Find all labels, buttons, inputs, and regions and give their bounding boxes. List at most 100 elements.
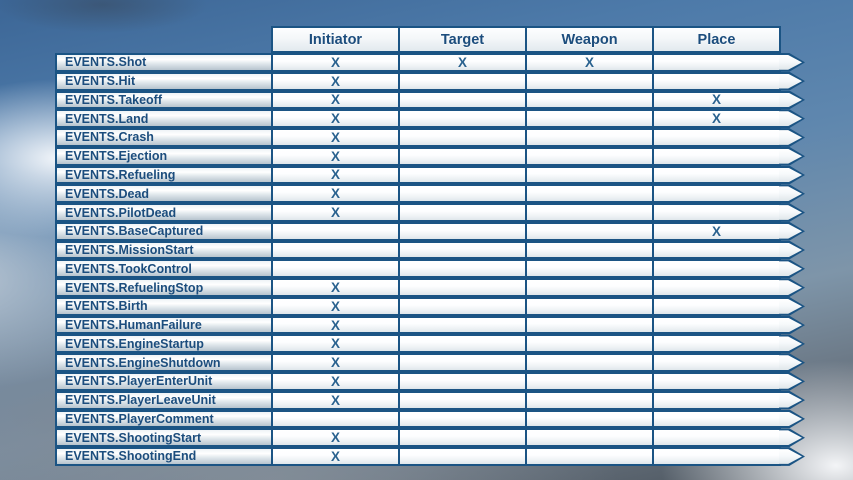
cell-place	[652, 165, 781, 185]
cell-place: X	[652, 221, 781, 241]
cell-target	[398, 165, 527, 185]
cell-initiator	[271, 409, 400, 429]
table-row: EVENTS.Hit X	[55, 71, 805, 91]
table-row: EVENTS.Dead X	[55, 184, 805, 204]
row-label: EVENTS.ShootingStart	[55, 428, 273, 448]
row-arrow-fill	[779, 111, 802, 127]
cell-place	[652, 315, 781, 335]
row-arrow-icon	[779, 259, 805, 279]
row-label: EVENTS.Birth	[55, 296, 273, 316]
row-arrow-icon	[779, 71, 805, 91]
cell-weapon	[525, 184, 654, 204]
cell-weapon	[525, 165, 654, 185]
row-label: EVENTS.EngineShutdown	[55, 353, 273, 373]
table-row: EVENTS.Birth X	[55, 296, 805, 316]
row-label: EVENTS.EngineStartup	[55, 334, 273, 354]
cell-initiator: X	[271, 90, 400, 110]
cell-weapon	[525, 109, 654, 129]
cell-weapon	[525, 390, 654, 410]
row-arrow-icon	[779, 334, 805, 354]
row-arrow-icon	[779, 90, 805, 110]
cell-weapon: X	[525, 53, 654, 72]
row-arrow-icon	[779, 315, 805, 335]
cell-weapon	[525, 315, 654, 335]
row-arrow-fill	[779, 92, 802, 108]
table-row: EVENTS.PlayerLeaveUnit X	[55, 390, 805, 410]
cell-weapon	[525, 428, 654, 448]
cell-place: X	[652, 90, 781, 110]
row-arrow-fill	[779, 392, 802, 408]
cell-target	[398, 372, 527, 391]
cell-place	[652, 296, 781, 316]
cell-initiator: X	[271, 278, 400, 297]
cell-initiator: X	[271, 109, 400, 129]
cell-weapon	[525, 334, 654, 354]
row-arrow-fill	[779, 261, 802, 277]
cell-initiator: X	[271, 71, 400, 91]
table-rows: EVENTS.Shot X X X EVENTS.Hit X EVENTS.Takeoff X…	[55, 53, 805, 466]
table-row: EVENTS.Land X X	[55, 109, 805, 129]
table-row: EVENTS.BaseCaptured X	[55, 221, 805, 241]
column-header-weapon: Weapon	[525, 26, 654, 53]
table-row: EVENTS.Takeoff X X	[55, 90, 805, 110]
row-arrow-fill	[779, 374, 802, 389]
cell-place	[652, 71, 781, 91]
cell-target	[398, 296, 527, 316]
cell-target	[398, 409, 527, 429]
cell-target	[398, 390, 527, 410]
cell-target	[398, 146, 527, 166]
row-arrow-fill	[779, 317, 802, 333]
row-label: EVENTS.TookControl	[55, 259, 273, 279]
table-row: EVENTS.PilotDead X	[55, 203, 805, 222]
row-arrow-icon	[779, 240, 805, 260]
cell-place	[652, 409, 781, 429]
cell-initiator: X	[271, 372, 400, 391]
cell-initiator: X	[271, 53, 400, 72]
row-arrow-icon	[779, 372, 805, 391]
row-arrow-icon	[779, 428, 805, 448]
cell-weapon	[525, 240, 654, 260]
table-row: EVENTS.ShootingEnd X	[55, 447, 805, 466]
table-row: EVENTS.PlayerEnterUnit X	[55, 372, 805, 391]
table-row: EVENTS.PlayerComment	[55, 409, 805, 429]
column-header-place: Place	[652, 26, 781, 53]
cell-place	[652, 428, 781, 448]
row-label: EVENTS.Crash	[55, 128, 273, 147]
row-label: EVENTS.MissionStart	[55, 240, 273, 260]
cell-initiator: X	[271, 146, 400, 166]
row-arrow-fill	[779, 167, 802, 183]
row-label: EVENTS.ShootingEnd	[55, 447, 273, 466]
row-arrow-fill	[779, 148, 802, 164]
cell-place	[652, 278, 781, 297]
row-arrow-icon	[779, 278, 805, 297]
row-arrow-fill	[779, 449, 802, 464]
row-arrow-icon	[779, 221, 805, 241]
row-arrow-icon	[779, 109, 805, 129]
cell-initiator: X	[271, 428, 400, 448]
table-header: Initiator Target Weapon Place	[271, 26, 781, 53]
cell-target	[398, 428, 527, 448]
cell-target	[398, 71, 527, 91]
row-arrow-fill	[779, 411, 802, 427]
cell-weapon	[525, 278, 654, 297]
row-arrow-icon	[779, 53, 805, 72]
row-arrow-icon	[779, 128, 805, 147]
cell-target: X	[398, 53, 527, 72]
cell-weapon	[525, 221, 654, 241]
cell-initiator: X	[271, 390, 400, 410]
row-arrow-fill	[779, 55, 802, 70]
table-row: EVENTS.RefuelingStop X	[55, 278, 805, 297]
row-label: EVENTS.RefuelingStop	[55, 278, 273, 297]
row-arrow-icon	[779, 146, 805, 166]
table-row: EVENTS.TookControl	[55, 259, 805, 279]
table-row: EVENTS.Ejection X	[55, 146, 805, 166]
cell-place	[652, 128, 781, 147]
cell-weapon	[525, 128, 654, 147]
row-arrow-fill	[779, 186, 802, 202]
cell-target	[398, 184, 527, 204]
row-arrow-icon	[779, 353, 805, 373]
row-arrow-fill	[779, 223, 802, 239]
cell-target	[398, 447, 527, 466]
cell-place	[652, 53, 781, 72]
